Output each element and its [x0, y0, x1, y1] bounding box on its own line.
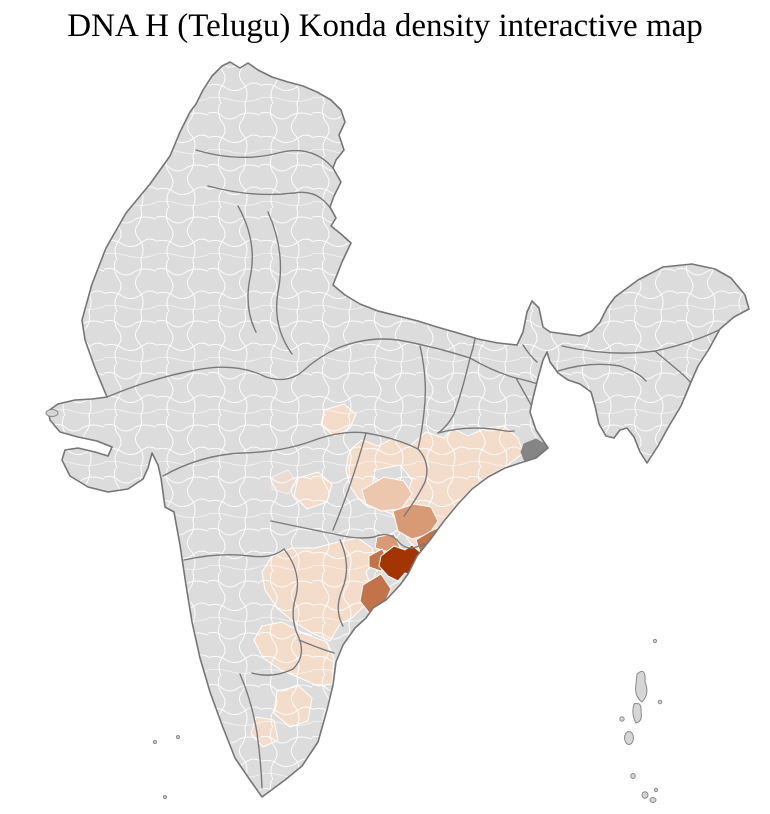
- andaman-island[interactable]: [652, 638, 658, 644]
- lakshadweep-island[interactable]: [153, 740, 157, 744]
- island-groups: [45, 409, 663, 803]
- andaman-island[interactable]: [619, 716, 625, 722]
- nicobar-island[interactable]: [649, 797, 657, 803]
- page-title: DNA H (Telugu) Konda density interactive…: [67, 8, 703, 44]
- andaman-island[interactable]: [632, 702, 642, 724]
- kutch-island[interactable]: [45, 409, 59, 417]
- india-outline: [47, 61, 750, 798]
- medium-density-district[interactable]: [392, 503, 439, 540]
- andaman-island[interactable]: [657, 699, 663, 705]
- nicobar-island[interactable]: [653, 787, 659, 793]
- state-borders: [106, 149, 720, 789]
- nicobar-island[interactable]: [630, 773, 636, 779]
- sundarbans-delta[interactable]: [520, 438, 549, 472]
- nicobar-island[interactable]: [641, 791, 649, 799]
- medium-low-density-district[interactable]: [361, 476, 413, 512]
- lakshadweep-island[interactable]: [163, 795, 167, 799]
- andaman-island[interactable]: [624, 731, 634, 745]
- lakshadweep-island[interactable]: [176, 735, 180, 739]
- andaman-island[interactable]: [635, 670, 648, 703]
